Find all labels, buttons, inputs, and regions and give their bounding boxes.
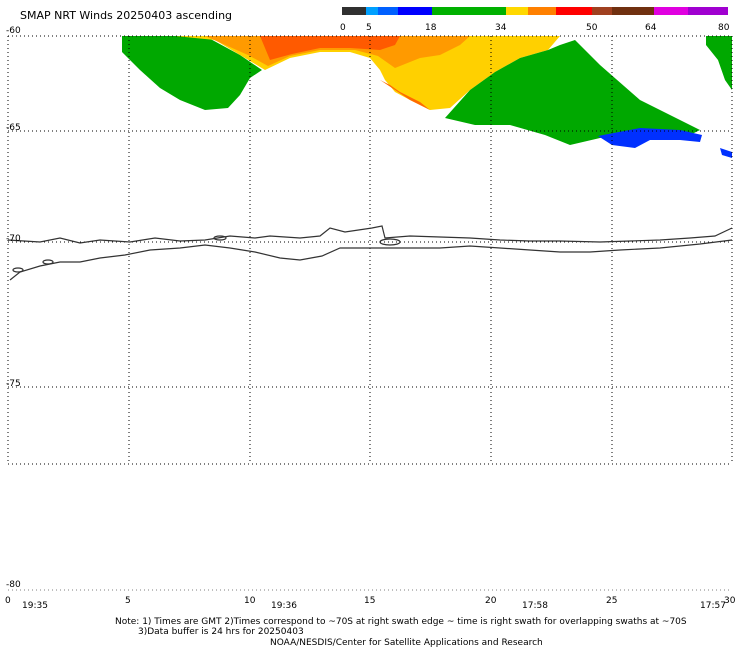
- colorbar-tick: 64: [645, 23, 657, 33]
- colorbar-segments: [342, 7, 728, 15]
- y-label: -80: [6, 580, 21, 590]
- colorbar-tick: 0: [340, 23, 346, 33]
- map-title: SMAP NRT Winds 20250403 ascending: [20, 9, 233, 22]
- y-label: -75: [6, 379, 21, 389]
- y-label: -60: [6, 26, 21, 36]
- y-label: -70: [6, 234, 21, 244]
- y-label: -65: [6, 123, 21, 133]
- x-label: 20: [485, 596, 497, 606]
- x-label: 15: [364, 596, 376, 606]
- x-label: 5: [125, 596, 131, 606]
- coastline: [7, 225, 733, 281]
- x-label: 25: [606, 596, 618, 606]
- wind-swaths: [122, 36, 732, 158]
- colorbar-tick: 50: [586, 23, 598, 33]
- time-label: 17:57: [700, 601, 726, 611]
- colorbar-tick: 18: [425, 23, 437, 33]
- colorbar-tick: 80: [718, 23, 730, 33]
- x-label: 0: [5, 596, 11, 606]
- time-label: 19:36: [271, 601, 297, 611]
- time-label: 19:35: [22, 601, 48, 611]
- x-label: 30: [724, 596, 736, 606]
- note-line-2: 3)Data buffer is 24 hrs for 20250403: [138, 627, 304, 637]
- note-line-3: NOAA/NESDIS/Center for Satellite Applica…: [270, 638, 543, 648]
- time-label: 17:58: [522, 601, 548, 611]
- x-label: 10: [244, 596, 256, 606]
- colorbar-tick: 34: [495, 23, 507, 33]
- note-line-1: Note: 1) Times are GMT 2)Times correspon…: [115, 617, 687, 627]
- wind-speed-colorbar: 0 5 18 34 50 64 80: [340, 7, 730, 33]
- colorbar-tick: 5: [366, 23, 372, 33]
